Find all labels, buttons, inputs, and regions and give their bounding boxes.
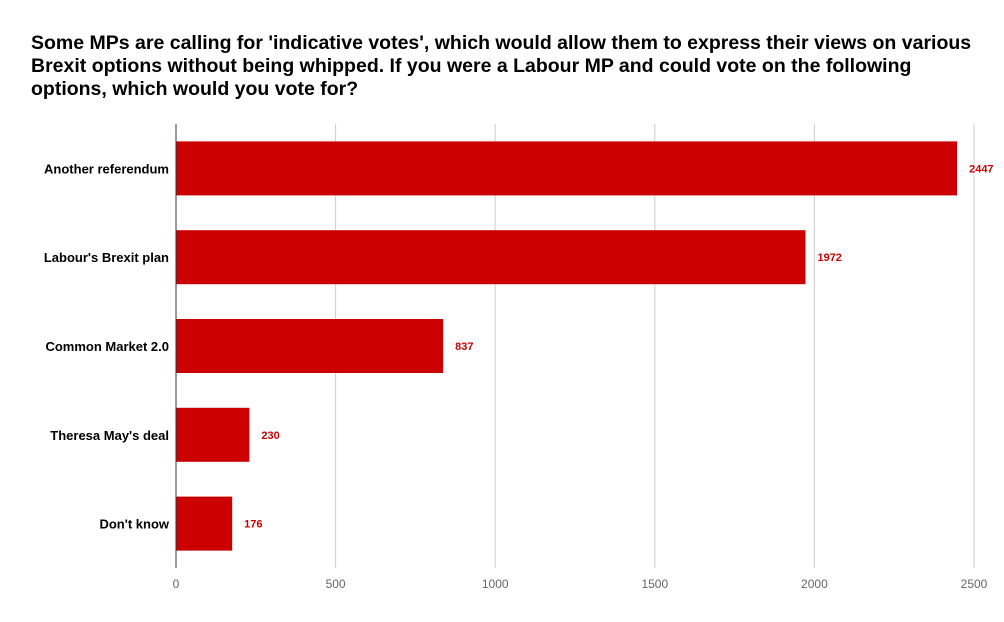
bar: [176, 407, 250, 462]
x-tick-label: 0: [173, 577, 180, 591]
x-tick-label: 2500: [961, 577, 988, 591]
bar: [176, 141, 958, 196]
category-label: Don't know: [99, 517, 169, 532]
category-label: Another referendum: [44, 161, 169, 176]
data-label: 2447: [969, 163, 993, 175]
category-label: Common Market 2.0: [45, 339, 169, 354]
chart-title: Some MPs are calling for 'indicative vot…: [31, 32, 972, 100]
x-tick-label: 500: [326, 577, 346, 591]
x-tick-label: 1000: [482, 577, 509, 591]
x-tick-label: 2000: [801, 577, 828, 591]
data-label: 837: [455, 341, 473, 353]
data-label: 230: [261, 430, 279, 442]
bar: [176, 496, 233, 551]
data-label: 1972: [817, 252, 841, 264]
category-label: Theresa May's deal: [50, 428, 169, 443]
bar: [176, 319, 444, 373]
bar: [176, 230, 806, 285]
data-label: 176: [244, 519, 262, 531]
category-label: Labour's Brexit plan: [44, 250, 169, 265]
x-tick-label: 1500: [641, 577, 668, 591]
